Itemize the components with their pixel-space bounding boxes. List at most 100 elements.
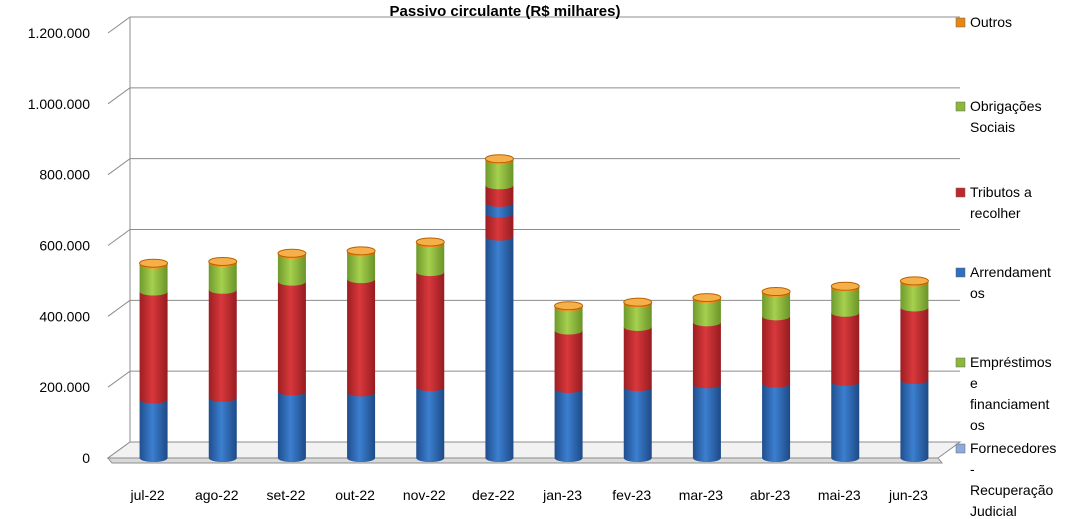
legend-item: Tributos a recolher — [955, 184, 1032, 221]
bar-segment — [277, 255, 306, 286]
x-tick-label: jul-22 — [129, 487, 164, 503]
legend: Outros Obrigações Sociais Tributos a recolhe… — [955, 14, 1056, 519]
legend-swatch — [955, 187, 966, 198]
legend-swatch — [955, 17, 966, 28]
bar-segment — [831, 381, 860, 462]
y-tick-label: 600.000 — [39, 238, 90, 254]
bar-segment-body — [277, 281, 306, 396]
bar-segment-body — [762, 383, 791, 462]
bar-segment — [692, 384, 721, 462]
bar-segment-body — [208, 263, 237, 294]
bar-top-cap — [692, 293, 722, 303]
bar-top-cap — [761, 287, 791, 297]
bar-segment-body — [554, 388, 583, 462]
grid-layer — [106, 16, 962, 464]
legend-swatch — [955, 101, 966, 112]
bar-segment-body — [347, 252, 376, 284]
bar-segment — [485, 185, 514, 207]
legend-label: Tributos a — [970, 184, 1032, 200]
bar-segment-body — [831, 381, 860, 462]
legend-label: financiament — [970, 396, 1049, 412]
x-tick-label: jun-23 — [888, 487, 928, 503]
bar-segment-body — [623, 303, 652, 331]
bar-segment — [485, 236, 514, 462]
bar-segment — [900, 307, 929, 385]
bar-segment-body — [692, 299, 721, 327]
gridline-connector — [107, 158, 131, 176]
bar-segment-body — [485, 202, 514, 218]
legend-label: os — [970, 417, 985, 433]
bar-segment — [554, 307, 583, 335]
y-tick-label: 1.200.000 — [28, 25, 90, 41]
legend-label: Fornecedores — [970, 440, 1056, 456]
bar-segment-body — [900, 380, 929, 462]
x-tick-label: mai-23 — [818, 487, 861, 503]
bar-segment — [277, 391, 306, 462]
legend-label: Arrendament — [970, 264, 1051, 280]
bar-segment — [347, 252, 376, 284]
bar-segment-body — [900, 307, 929, 385]
bar-segment — [623, 387, 652, 462]
bar-segment — [831, 288, 860, 317]
bar-top-cap — [899, 276, 929, 286]
y-tick-label: 0 — [82, 450, 90, 466]
gridline-connector — [107, 370, 131, 388]
bar-segment — [485, 202, 514, 218]
bar-segment-body — [208, 397, 237, 462]
x-tick-label: fev-23 — [612, 487, 651, 503]
bar-segment-body — [831, 312, 860, 386]
x-tick-label: mar-23 — [679, 487, 724, 503]
bar-segment — [208, 289, 237, 402]
legend-label: - — [970, 461, 975, 477]
x-tick-label: ago-22 — [195, 487, 239, 503]
bar-segment — [692, 322, 721, 389]
bar-segment — [762, 316, 791, 388]
legend-item: Fornecedores - Recuperação Judicial — [955, 440, 1056, 519]
chart-floor-edge — [106, 457, 944, 464]
bar-segment-body — [208, 289, 237, 402]
bar-top-cap — [346, 246, 376, 256]
bar-segment-body — [347, 392, 376, 462]
legend-item: Arrendament os — [955, 264, 1051, 301]
bar-segment-body — [623, 326, 652, 392]
gridline-connector — [107, 299, 131, 317]
bar-segment — [900, 282, 929, 312]
gridline-connector — [107, 87, 131, 105]
bar-segment — [139, 291, 168, 404]
bar-top-cap — [554, 301, 584, 311]
x-tick-label: nov-22 — [403, 487, 446, 503]
legend-label: Sociais — [970, 119, 1015, 135]
bar-segment — [208, 397, 237, 462]
legend-item: Obrigações Sociais — [955, 98, 1042, 135]
bars-layer — [139, 154, 929, 462]
axis-layer: 0 200.000 400.000 600.000 800.000 1.000.000 1.… — [28, 25, 928, 503]
y-tick-label: 1.000.000 — [28, 96, 90, 112]
bar-segment — [277, 281, 306, 396]
bar-segment — [692, 299, 721, 327]
bar-segment — [554, 388, 583, 462]
bar-segment-body — [554, 307, 583, 335]
legend-swatch — [955, 267, 966, 278]
legend-label: Recuperação — [970, 482, 1053, 498]
bar-segment-body — [900, 282, 929, 312]
bar-segment — [831, 312, 860, 386]
bar-segment — [208, 263, 237, 294]
legend-label: recolher — [970, 205, 1021, 221]
y-tick-label: 200.000 — [39, 379, 90, 395]
bar-segment-body — [416, 387, 445, 462]
bar-segment — [416, 243, 445, 277]
bar-segment-body — [554, 330, 583, 393]
bar-segment-body — [277, 255, 306, 286]
bar-segment-body — [485, 236, 514, 462]
bar-top-cap — [208, 256, 238, 266]
bar-top-cap — [277, 248, 307, 258]
bar-segment-body — [762, 293, 791, 321]
legend-swatch — [955, 443, 966, 454]
bar-top-cap — [415, 237, 445, 247]
bar-segment-body — [762, 316, 791, 388]
x-tick-label: jan-23 — [542, 487, 582, 503]
bar-top-cap — [830, 281, 860, 291]
bar-segment — [623, 303, 652, 331]
y-tick-label: 400.000 — [39, 308, 90, 324]
